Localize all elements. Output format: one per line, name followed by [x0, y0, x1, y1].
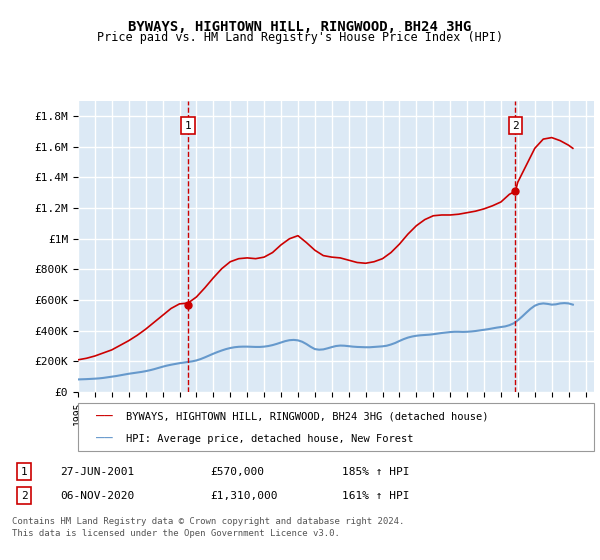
Text: 161% ↑ HPI: 161% ↑ HPI [342, 491, 409, 501]
Text: This data is licensed under the Open Government Licence v3.0.: This data is licensed under the Open Gov… [12, 530, 340, 539]
Text: ——: —— [96, 432, 113, 446]
Text: £570,000: £570,000 [210, 466, 264, 477]
Text: 2: 2 [512, 120, 519, 130]
Text: 1: 1 [20, 466, 28, 477]
Text: 06-NOV-2020: 06-NOV-2020 [60, 491, 134, 501]
Text: £1,310,000: £1,310,000 [210, 491, 277, 501]
Text: 185% ↑ HPI: 185% ↑ HPI [342, 466, 409, 477]
Text: ——: —— [96, 409, 113, 423]
Text: HPI: Average price, detached house, New Forest: HPI: Average price, detached house, New … [126, 434, 413, 444]
Text: Contains HM Land Registry data © Crown copyright and database right 2024.: Contains HM Land Registry data © Crown c… [12, 516, 404, 526]
Text: 2: 2 [20, 491, 28, 501]
Text: Price paid vs. HM Land Registry's House Price Index (HPI): Price paid vs. HM Land Registry's House … [97, 31, 503, 44]
Text: BYWAYS, HIGHTOWN HILL, RINGWOOD, BH24 3HG: BYWAYS, HIGHTOWN HILL, RINGWOOD, BH24 3H… [128, 20, 472, 34]
Text: 27-JUN-2001: 27-JUN-2001 [60, 466, 134, 477]
Text: 1: 1 [184, 120, 191, 130]
Text: BYWAYS, HIGHTOWN HILL, RINGWOOD, BH24 3HG (detached house): BYWAYS, HIGHTOWN HILL, RINGWOOD, BH24 3H… [126, 412, 488, 422]
